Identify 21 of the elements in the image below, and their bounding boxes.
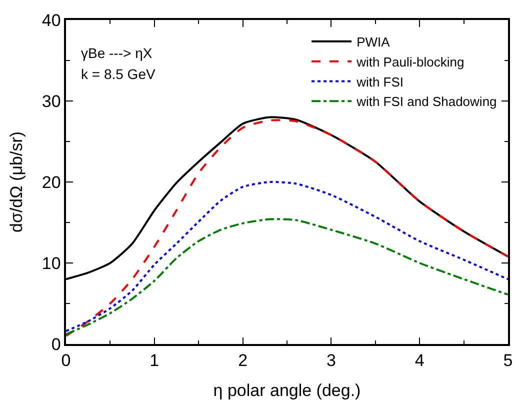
y-tick-label: 30 <box>42 92 61 111</box>
legend-label: PWIA <box>356 34 390 50</box>
legend-label: with FSI <box>356 74 404 90</box>
x-tick-label: 2 <box>238 351 248 370</box>
y-tick-label: 10 <box>42 254 61 273</box>
annotation: γBe ---> ηX <box>81 45 153 61</box>
x-tick-label: 3 <box>326 351 336 370</box>
line-series <box>66 218 508 336</box>
legend-label: with Pauli-blocking <box>356 54 464 70</box>
y-axis-title: dσ/dΩ (μb/sr) <box>6 131 26 233</box>
x-tick-label: 1 <box>150 351 160 370</box>
line-series <box>66 180 508 332</box>
annotation: k = 8.5 GeV <box>81 66 156 82</box>
y-tick-label: 0 <box>51 334 61 354</box>
x-axis-title: η polar angle (deg.) <box>213 381 361 400</box>
y-tick-label: 40 <box>42 10 61 30</box>
x-tick-label: 5 <box>503 351 513 370</box>
y-tick-label: 20 <box>42 172 61 192</box>
line-series <box>66 119 508 337</box>
legend-label: with FSI and Shadowing <box>356 94 497 110</box>
x-tick-label: 4 <box>414 351 424 370</box>
